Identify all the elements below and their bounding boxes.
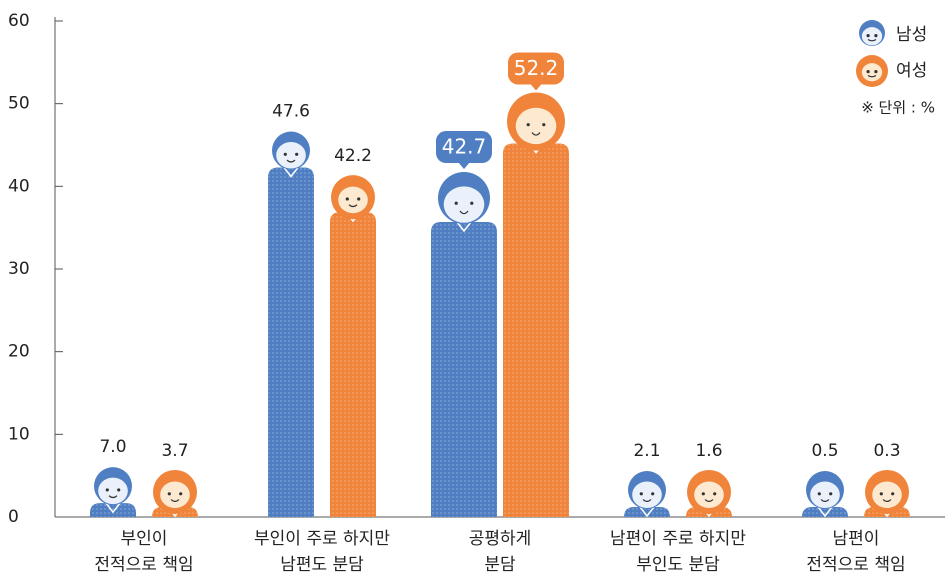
eye <box>713 492 716 495</box>
bar-texture <box>330 212 376 517</box>
bar-texture <box>431 222 497 517</box>
figure: 0.3 <box>864 441 910 517</box>
legend-item: 여성 <box>856 55 927 87</box>
face <box>862 27 882 45</box>
y-tick-label: 20 <box>8 342 30 362</box>
eye <box>867 70 870 73</box>
eye <box>640 492 643 495</box>
eye <box>106 488 109 491</box>
x-tick-label: 공평하게 분담 <box>411 526 589 578</box>
eye <box>874 70 877 73</box>
x-tick-label: 남편이 전적으로 책임 <box>767 526 945 578</box>
note: ※ 단위 : % <box>861 99 935 117</box>
figure: 1.6 <box>686 441 732 517</box>
value-label: 1.6 <box>695 441 722 461</box>
y-tick-label: 50 <box>8 94 30 114</box>
eye <box>874 34 877 37</box>
x-tick-label: 부인이 전적으로 책임 <box>55 526 233 578</box>
legend-label: 여성 <box>896 61 927 81</box>
figure: 7.0 <box>90 437 136 517</box>
legend-item: 남성 <box>859 20 927 46</box>
legend-label: 남성 <box>896 25 927 45</box>
figure: 47.6 <box>268 102 314 517</box>
value-label: 0.5 <box>811 441 838 461</box>
value-label: 47.6 <box>272 102 310 122</box>
face <box>810 481 840 508</box>
eye <box>818 492 821 495</box>
face <box>444 186 485 222</box>
figure: 52.2 <box>503 52 569 517</box>
value-label: 2.1 <box>633 441 660 461</box>
eye <box>527 123 530 126</box>
face <box>872 481 902 508</box>
eye <box>880 492 883 495</box>
face <box>338 187 368 214</box>
y-tick-label: 40 <box>8 176 30 196</box>
eye <box>168 492 171 495</box>
figure: 2.1 <box>624 441 670 517</box>
value-label: 0.3 <box>873 441 900 461</box>
y-tick-label: 60 <box>8 11 30 31</box>
x-tick-label: 남편이 주로 하지만 부인도 분담 <box>589 526 767 578</box>
eye <box>284 153 287 156</box>
face <box>862 63 882 81</box>
eye <box>346 197 349 200</box>
value-label: 52.2 <box>514 56 559 80</box>
figure: 42.7 <box>431 131 497 517</box>
eye <box>179 492 182 495</box>
y-tick-label: 10 <box>8 424 30 444</box>
face <box>276 142 306 169</box>
eye <box>470 202 473 205</box>
value-label: 42.2 <box>334 146 372 166</box>
y-tick-label: 0 <box>8 507 19 527</box>
figure: 0.5 <box>802 441 848 517</box>
bar-texture <box>90 503 136 517</box>
face <box>98 478 128 505</box>
bar-texture <box>268 168 314 517</box>
bar-texture <box>503 143 569 517</box>
eye <box>702 492 705 495</box>
speech-tail <box>530 83 542 90</box>
y-tick-label: 30 <box>8 259 30 279</box>
value-label: 42.7 <box>442 135 487 159</box>
chart: 0 10 20 30 40 50 60 7.0 47.6 42.7 2.1 0.5 3.7 42.2 52.… <box>0 0 952 578</box>
page: 0 10 20 30 40 50 60 7.0 47.6 42.7 2.1 0.5 3.7 42.2 52.… <box>0 0 952 578</box>
speech-tail <box>458 162 470 169</box>
eye <box>357 197 360 200</box>
eye <box>295 153 298 156</box>
face <box>516 108 557 144</box>
eye <box>542 123 545 126</box>
value-label: 3.7 <box>161 441 188 461</box>
face <box>160 481 190 508</box>
figure: 3.7 <box>152 441 198 517</box>
eye <box>651 492 654 495</box>
eye <box>117 488 120 491</box>
face <box>694 481 724 508</box>
eye <box>891 492 894 495</box>
face <box>632 481 662 508</box>
eye <box>829 492 832 495</box>
x-tick-label: 부인이 주로 하지만 남편도 분담 <box>233 526 411 578</box>
figure: 42.2 <box>330 146 376 517</box>
eye <box>455 202 458 205</box>
value-label: 7.0 <box>99 437 126 457</box>
eye <box>867 34 870 37</box>
